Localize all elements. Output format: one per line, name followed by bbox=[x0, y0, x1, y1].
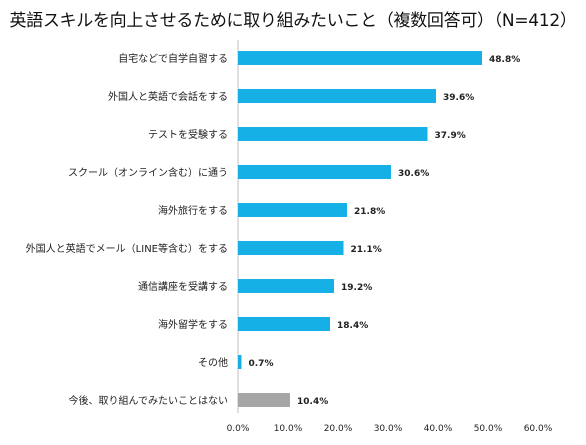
bar bbox=[238, 317, 330, 331]
x-tick-label: 20.0% bbox=[324, 424, 353, 434]
bar bbox=[238, 51, 482, 65]
category-label: 外国人と英語で会話をする bbox=[108, 90, 228, 103]
x-tick-label: 50.0% bbox=[474, 424, 503, 434]
category-label: 海外留学をする bbox=[158, 318, 228, 331]
bar bbox=[238, 165, 391, 179]
bar bbox=[238, 203, 347, 217]
x-tick-label: 10.0% bbox=[274, 424, 303, 434]
bar bbox=[238, 89, 436, 103]
category-label: テストを受験する bbox=[148, 128, 228, 141]
data-label: 48.8% bbox=[489, 55, 520, 65]
category-label: 外国人と英語でメール（LINE等含む）をする bbox=[26, 242, 228, 255]
bar bbox=[238, 241, 344, 255]
x-tick-label: 0.0% bbox=[227, 424, 250, 434]
data-label: 0.7% bbox=[249, 359, 274, 369]
data-label: 39.6% bbox=[443, 93, 474, 103]
bar bbox=[238, 355, 242, 369]
category-label: 自宅などで自学自習する bbox=[118, 52, 228, 65]
bar bbox=[238, 393, 290, 407]
x-tick-label: 30.0% bbox=[374, 424, 403, 434]
bar bbox=[238, 279, 334, 293]
data-label: 18.4% bbox=[337, 321, 368, 331]
data-label: 30.6% bbox=[398, 169, 429, 179]
data-label: 21.8% bbox=[354, 207, 385, 217]
data-label: 37.9% bbox=[435, 131, 466, 141]
data-label: 19.2% bbox=[341, 283, 372, 293]
x-tick-label: 60.0% bbox=[524, 424, 553, 434]
data-label: 10.4% bbox=[297, 397, 328, 407]
category-label: スクール（オンライン含む）に通う bbox=[68, 166, 228, 179]
chart-title: 英語スキルを向上させるために取り組みたいこと（複数回答可）（N=412） bbox=[9, 11, 577, 31]
data-label: 21.1% bbox=[351, 245, 382, 255]
category-label: 今後、取り組んでみたいことはない bbox=[69, 394, 229, 407]
bar bbox=[238, 127, 428, 141]
category-label: その他 bbox=[198, 356, 228, 369]
category-label: 海外旅行をする bbox=[158, 204, 228, 217]
x-tick-label: 40.0% bbox=[424, 424, 453, 434]
category-label: 通信講座を受講する bbox=[138, 280, 228, 293]
